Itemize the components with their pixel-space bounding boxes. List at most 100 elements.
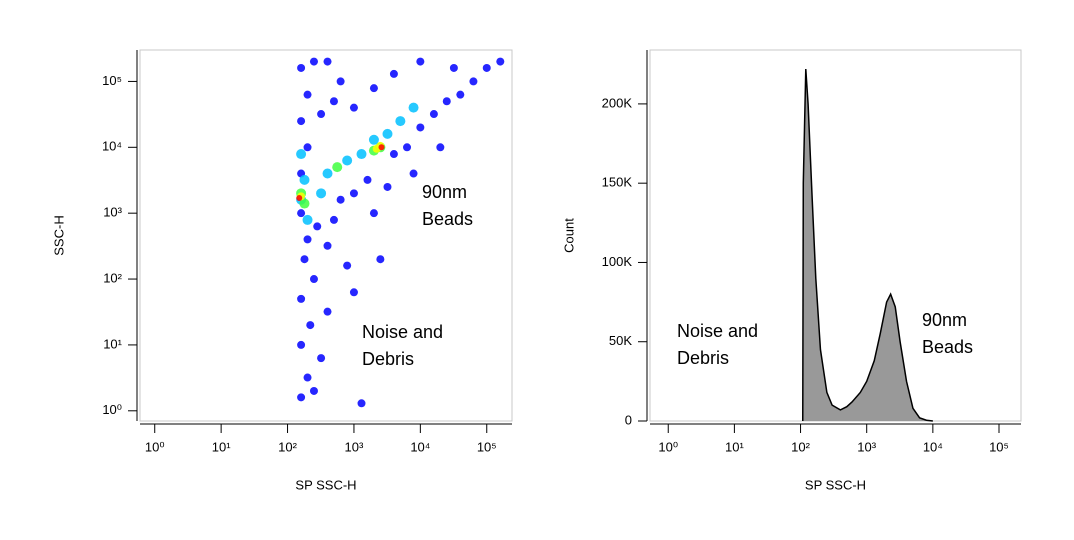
density-point <box>323 241 332 250</box>
x-tick-label: 10² <box>791 439 810 454</box>
density-point <box>378 144 385 151</box>
density-point <box>408 102 419 113</box>
density-point <box>306 321 315 330</box>
y-tick-label: 10³ <box>103 205 122 220</box>
density-point <box>342 155 353 166</box>
annotation: 90nm <box>922 310 967 330</box>
annotation: Beads <box>422 209 473 229</box>
density-point <box>297 340 306 349</box>
histogram-area <box>802 69 933 422</box>
density-point <box>322 168 333 179</box>
histogram-line <box>802 68 933 422</box>
annotation: Noise and <box>362 322 443 342</box>
density-point <box>376 255 385 264</box>
annotation: Noise and <box>677 321 758 341</box>
density-point <box>363 175 372 184</box>
density-point <box>383 182 392 191</box>
density-point <box>356 149 367 160</box>
density-point <box>303 90 312 99</box>
density-point <box>369 209 378 218</box>
annotation: Debris <box>362 349 414 369</box>
density-point <box>303 143 312 152</box>
x-tick-label: 10⁵ <box>477 439 497 454</box>
density-point <box>482 63 491 72</box>
density-point <box>329 215 338 224</box>
density-point <box>469 77 478 86</box>
density-point <box>316 188 327 199</box>
density-point <box>395 116 406 127</box>
x-tick-label: 10⁰ <box>658 439 678 454</box>
x-axis-title: SP SSC-H <box>805 477 866 492</box>
annotation: Debris <box>677 348 729 368</box>
x-tick-label: 10³ <box>857 439 876 454</box>
y-tick-label: 200K <box>602 95 633 110</box>
density-point <box>389 69 398 78</box>
density-point <box>456 90 465 99</box>
density-point <box>297 63 306 72</box>
density-point <box>299 174 310 185</box>
x-tick-label: 10³ <box>345 439 364 454</box>
density-point <box>382 128 393 139</box>
y-tick-label: 10⁰ <box>102 402 122 417</box>
density-point <box>349 103 358 112</box>
density-point <box>309 275 318 284</box>
y-tick-label: 150K <box>602 175 633 190</box>
density-point <box>317 354 326 363</box>
density-point <box>449 63 458 72</box>
density-point <box>303 235 312 244</box>
x-tick-label: 10⁴ <box>923 439 943 454</box>
density-point <box>313 222 322 231</box>
density-point <box>297 117 306 126</box>
density-point <box>336 195 345 204</box>
density-point <box>317 110 326 119</box>
density-point <box>300 255 309 264</box>
density-point <box>389 150 398 159</box>
plot-frame <box>139 49 513 422</box>
y-tick-label: 10⁵ <box>102 73 122 88</box>
density-point <box>343 261 352 270</box>
y-tick-label: 0 <box>625 412 632 427</box>
density-point <box>442 97 451 106</box>
y-tick-label: 10⁴ <box>102 139 122 154</box>
density-point <box>436 143 445 152</box>
y-tick-label: 10² <box>103 270 122 285</box>
density-point <box>403 143 412 152</box>
density-point <box>297 393 306 402</box>
y-tick-label: 50K <box>609 333 632 348</box>
density-point <box>323 307 332 316</box>
density-point <box>332 162 343 173</box>
x-axis-title: SP SSC-H <box>295 477 356 492</box>
density-point <box>303 373 312 382</box>
x-tick-label: 10⁴ <box>410 439 430 454</box>
density-point <box>349 189 358 198</box>
density-point <box>296 149 307 160</box>
y-tick-label: 100K <box>602 254 633 269</box>
x-tick-label: 10¹ <box>725 439 744 454</box>
y-tick-label: 10¹ <box>103 336 122 351</box>
x-tick-label: 10⁵ <box>989 439 1009 454</box>
density-point <box>297 294 306 303</box>
density-point <box>336 77 345 86</box>
density-point <box>496 57 505 66</box>
density-point <box>299 198 310 209</box>
density-point <box>409 169 418 178</box>
density-point <box>296 194 303 201</box>
y-axis-title: SSC-H <box>51 215 66 255</box>
x-tick-label: 10² <box>278 439 297 454</box>
x-tick-label: 10⁰ <box>145 439 165 454</box>
annotation: 90nm <box>422 182 467 202</box>
density-point <box>309 57 318 66</box>
density-point <box>297 209 306 218</box>
x-tick-label: 10¹ <box>212 439 231 454</box>
density-point <box>323 57 332 66</box>
density-point <box>329 97 338 106</box>
density-point <box>429 110 438 119</box>
density-point <box>357 399 366 408</box>
density-point <box>302 214 313 225</box>
density-point <box>309 386 318 395</box>
density-point <box>416 123 425 132</box>
density-point <box>416 57 425 66</box>
density-point <box>369 84 378 93</box>
y-axis-title: Count <box>561 218 576 253</box>
annotation: Beads <box>922 337 973 357</box>
